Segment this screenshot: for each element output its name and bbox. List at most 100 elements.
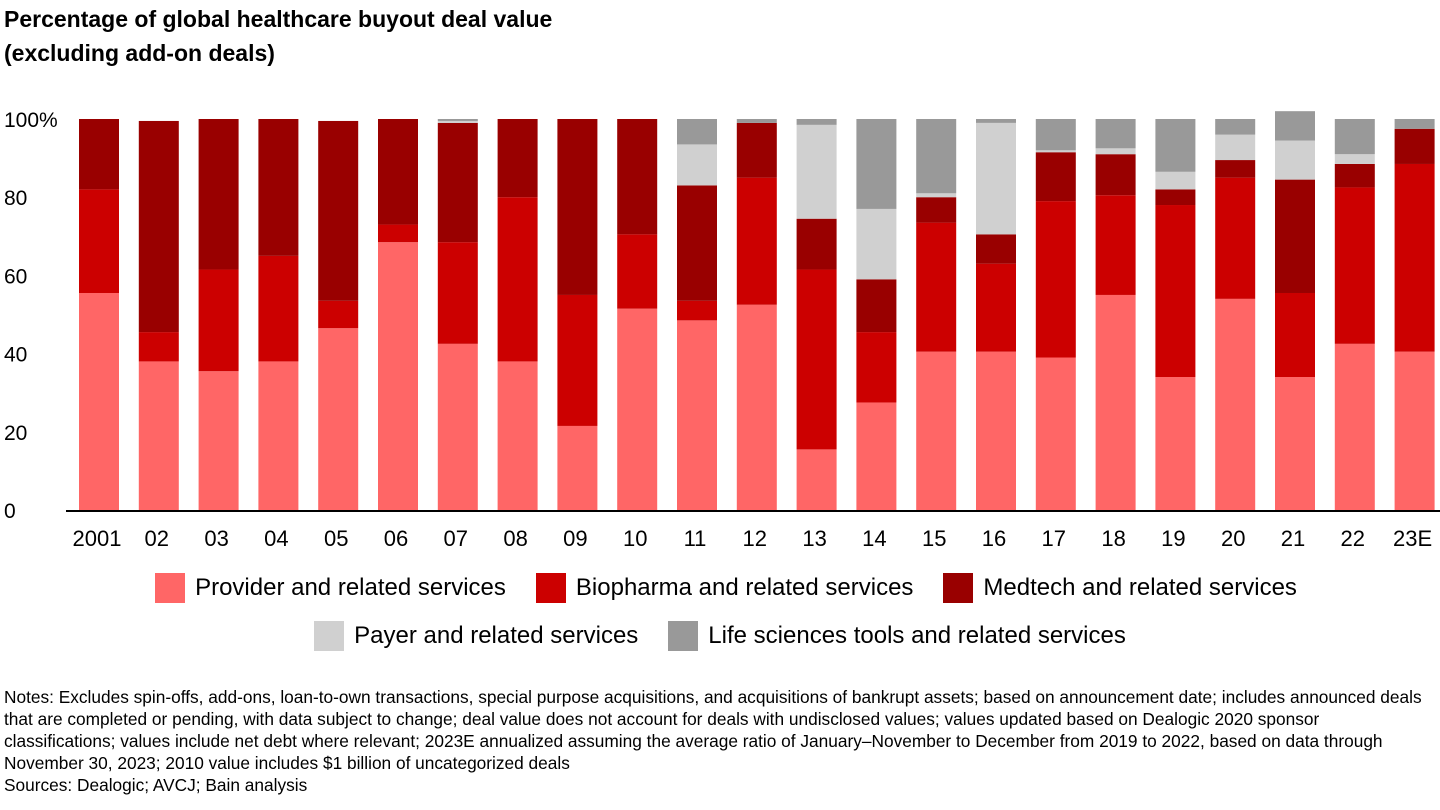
bar-segment-07-series-1 <box>437 242 478 344</box>
bar-segment-17-series-3 <box>1035 150 1076 153</box>
legend-swatch-life-sciences <box>668 621 699 651</box>
x-tick-label: 16 <box>982 526 1006 551</box>
bar-segment-20-series-3 <box>1215 134 1256 161</box>
bar-segment-23E-series-2 <box>1394 128 1435 164</box>
legend: Provider and related services Biopharma … <box>0 572 1440 668</box>
bar-segment-18-series-2 <box>1095 154 1136 196</box>
bar-segment-17-series-0 <box>1035 357 1076 510</box>
bar-segment-13-series-1 <box>796 269 837 450</box>
x-tick-label: 12 <box>743 526 767 551</box>
legend-swatch-payer <box>314 621 345 651</box>
bar-segment-21-series-4 <box>1275 111 1315 141</box>
bar-segment-02-series-2 <box>138 120 179 333</box>
bar-segment-19-series-1 <box>1155 205 1196 378</box>
bar-segment-02-series-0 <box>138 361 179 510</box>
bar-segment-2001-series-1 <box>79 189 119 293</box>
x-tick-label: 23E <box>1393 526 1432 551</box>
bar-segment-23E-series-4 <box>1394 119 1435 129</box>
bar-segment-17-series-1 <box>1035 201 1076 358</box>
x-tick-label: 10 <box>623 526 647 551</box>
notes: Notes: Excludes spin-offs, add-ons, loan… <box>4 686 1424 796</box>
bar-segment-13-series-0 <box>796 449 837 510</box>
bar-segment-12-series-2 <box>736 122 777 178</box>
legend-item-life-sciences: Life sciences tools and related services <box>668 620 1126 652</box>
bar-segment-13-series-3 <box>796 124 837 219</box>
bar-segment-07-series-2 <box>437 122 478 243</box>
y-tick-label: 60 <box>4 265 27 288</box>
bar-segment-15-series-2 <box>916 197 957 223</box>
bar-segment-16-series-3 <box>976 122 1016 235</box>
bar-segment-14-series-2 <box>856 279 897 333</box>
legend-label-biopharma: Biopharma and related services <box>575 574 914 601</box>
y-tick-label: 80 <box>4 187 27 210</box>
bar-segment-04-series-2 <box>258 119 299 256</box>
bar-segment-23E-series-0 <box>1394 351 1435 510</box>
bar-segment-17-series-2 <box>1035 152 1076 202</box>
x-tick-label: 15 <box>922 526 946 551</box>
bar-segment-08-series-2 <box>497 119 538 198</box>
bar-segment-17-series-4 <box>1035 119 1076 151</box>
bar-segment-13-series-4 <box>796 119 837 125</box>
bar-segment-15-series-0 <box>916 351 957 510</box>
sources-text: Sources: Dealogic; AVCJ; Bain analysis <box>4 775 308 795</box>
bar-series <box>79 111 1435 511</box>
bar-segment-16-series-2 <box>976 234 1016 264</box>
bar-segment-06-series-1 <box>378 224 418 243</box>
bar-segment-07-series-0 <box>437 343 478 510</box>
bar-segment-09-series-2 <box>557 119 598 295</box>
bar-segment-20-series-0 <box>1215 298 1256 510</box>
x-tick-label: 13 <box>802 526 826 551</box>
x-tick-label: 02 <box>145 526 169 551</box>
bar-segment-19-series-2 <box>1155 189 1196 206</box>
y-tick-label: 20 <box>4 422 27 445</box>
x-tick-label: 19 <box>1161 526 1185 551</box>
bar-segment-05-series-0 <box>318 328 359 510</box>
bar-segment-03-series-2 <box>198 119 239 270</box>
x-tick-label: 17 <box>1042 526 1066 551</box>
legend-swatch-provider <box>155 573 186 603</box>
bar-segment-22-series-0 <box>1334 343 1375 510</box>
x-tick-label: 22 <box>1341 526 1365 551</box>
bar-segment-06-series-0 <box>378 242 418 511</box>
bar-segment-18-series-0 <box>1095 294 1136 510</box>
bar-segment-09-series-1 <box>557 294 598 426</box>
bar-segment-21-series-2 <box>1275 179 1315 293</box>
bar-segment-03-series-1 <box>198 269 239 372</box>
bar-segment-15-series-1 <box>916 222 957 352</box>
x-axis-labels: 2001 02 03 04 05 06 07 08 09 10 11 12 13 14 15 16 17 18 19… <box>73 526 1433 551</box>
x-tick-label: 2001 <box>73 526 122 551</box>
x-tick-label: 06 <box>384 526 408 551</box>
notes-text: Notes: Excludes spin-offs, add-ons, loan… <box>4 687 1422 773</box>
y-tick-label: 40 <box>4 344 27 367</box>
bar-segment-12-series-4 <box>736 119 777 123</box>
bar-segment-14-series-0 <box>856 402 897 510</box>
chart-title: Percentage of global healthcare buyout d… <box>4 2 1004 70</box>
x-tick-label: 09 <box>563 526 587 551</box>
bar-segment-23E-series-1 <box>1394 163 1435 352</box>
bar-segment-06-series-2 <box>378 119 418 225</box>
legend-label-payer: Payer and related services <box>354 622 639 649</box>
legend-item-biopharma: Biopharma and related services <box>535 572 914 604</box>
legend-row-2: Payer and related services Life sciences… <box>0 620 1440 652</box>
bar-segment-08-series-0 <box>497 361 538 510</box>
legend-item-provider: Provider and related services <box>155 572 506 604</box>
bar-segment-12-series-1 <box>736 177 777 305</box>
bar-segment-15-series-4 <box>916 119 957 194</box>
bar-segment-14-series-4 <box>856 119 897 209</box>
y-axis-ticks: 100% 80 60 40 20 0 <box>4 109 58 523</box>
bar-segment-07-series-4 <box>437 119 478 121</box>
x-tick-label: 04 <box>264 526 288 551</box>
bar-segment-09-series-0 <box>557 425 598 510</box>
bar-segment-05-series-1 <box>318 300 359 329</box>
x-tick-label: 21 <box>1281 526 1305 551</box>
bar-segment-04-series-0 <box>258 361 299 510</box>
bar-segment-18-series-4 <box>1095 119 1136 149</box>
legend-item-payer: Payer and related services <box>314 620 638 652</box>
bar-segment-20-series-4 <box>1215 119 1256 135</box>
legend-label-provider: Provider and related services <box>195 574 506 601</box>
bar-segment-03-series-0 <box>198 371 239 510</box>
bar-segment-22-series-3 <box>1334 154 1375 164</box>
bar-segment-11-series-2 <box>677 185 717 301</box>
bar-segment-21-series-3 <box>1275 140 1315 180</box>
bar-segment-08-series-1 <box>497 197 538 362</box>
